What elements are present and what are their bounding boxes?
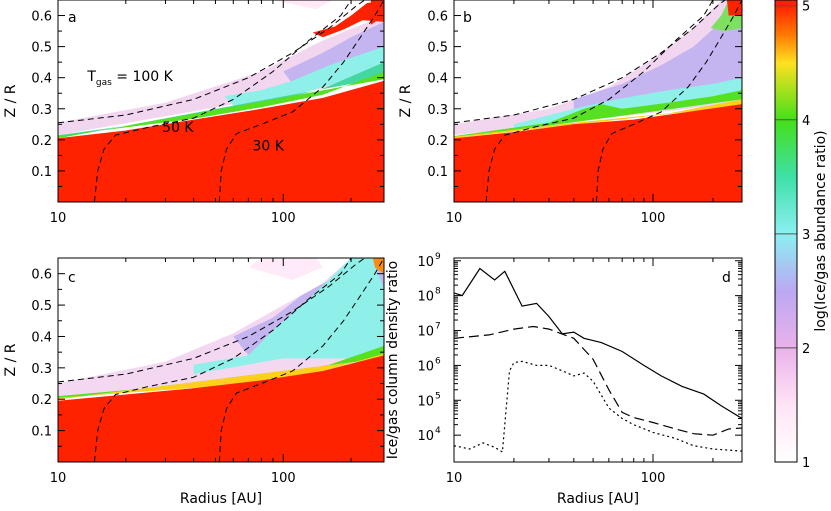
panel-a: 0.1 0.2 0.3 0.4 0.5 0.6 10 100 Tgas = 100 K 50 K… — [3, 0, 385, 226]
panel-a-contour-label: 50 K — [162, 120, 194, 136]
panel-c-ytick-label: 0.5 — [31, 299, 52, 314]
panel-a-ytick-label: 0.2 — [31, 134, 52, 149]
colorbar: 1 2 3 4 5 log(Ice/gas abundance ratio) — [774, 0, 829, 471]
panel-a-ticks: 0.1 0.2 0.3 0.4 0.5 0.6 10 100 — [31, 0, 384, 226]
panel-c-contours — [58, 258, 384, 462]
panel-b-contour-line — [454, 0, 726, 124]
panel-c-region — [193, 258, 384, 375]
panel-b-ytick-label: 0.1 — [427, 165, 448, 180]
panel-b-contour-line — [485, 0, 714, 202]
panel-a-contour-line — [218, 0, 384, 202]
panel-c-ytick-label: 0.4 — [31, 330, 52, 345]
panel-d-xtick-label: 100 — [641, 471, 666, 486]
panel-c-contour-line — [93, 258, 352, 462]
panel-d-ytick-exponent: 7 — [435, 322, 441, 332]
panel-a-ytick-label: 0.5 — [31, 41, 52, 56]
panel-b-contours — [454, 0, 742, 202]
panel-d-ylabel: Ice/gas column density ratio — [385, 261, 401, 459]
panel-b-region — [726, 0, 742, 16]
panel-c-ylabel: Z / R — [3, 343, 19, 376]
panel-d-xlabel: Radius [AU] — [557, 491, 639, 507]
panel-b-xtick-label: 100 — [641, 211, 666, 226]
panel-d-series-line — [454, 325, 742, 436]
panel-a-ytick-label: 0.6 — [31, 10, 52, 25]
panel-d-lines — [454, 267, 742, 454]
panel-a-region — [312, 0, 384, 38]
panel-b-region — [454, 99, 742, 139]
panel-c-ytick-label: 0.6 — [31, 268, 52, 283]
panel-d-letter: d — [722, 270, 731, 286]
panel-c-letter: c — [68, 270, 76, 286]
panel-b-xtick-label: 10 — [446, 211, 463, 226]
panel-b-region — [454, 104, 742, 202]
colorbar-tick-label: 1 — [802, 456, 810, 471]
panel-c-ytick-label: 0.1 — [31, 425, 52, 440]
panel-d-ytick-exponent: 4 — [435, 426, 441, 436]
panel-d-ytick-label: 10 — [417, 359, 434, 374]
panel-a-ylabel: Z / R — [3, 84, 19, 117]
colorbar-gradient — [775, 0, 797, 462]
panel-b-letter: b — [463, 10, 472, 26]
panel-a-region — [273, 0, 333, 10]
panel-a-contour-line — [93, 0, 352, 202]
panel-b: 0.1 0.2 0.3 0.4 0.5 0.6 10 100 b Z / R — [398, 0, 743, 226]
panel-a-annotations: Tgas = 100 K 50 K 30 K — [86, 69, 284, 155]
panel-c-contour-line — [218, 258, 384, 462]
panel-a-letter: a — [68, 10, 77, 26]
panel-a-ytick-label: 0.1 — [31, 165, 52, 180]
panel-c-contour-line — [58, 258, 366, 383]
panel-c-ytick-label: 0.2 — [31, 393, 52, 408]
colorbar-tick-label: 3 — [802, 228, 810, 243]
panel-d-ytick-exponent: 5 — [435, 391, 441, 401]
panel-c-region — [58, 258, 384, 400]
panel-b-regions — [454, 0, 742, 202]
panel-b-ytick-label: 0.2 — [427, 134, 448, 149]
panel-b-ytick-label: 0.6 — [427, 10, 448, 25]
panel-c-ytick-label: 0.3 — [31, 362, 52, 377]
panel-a-region — [58, 80, 384, 202]
panel-b-contour-line — [596, 0, 742, 202]
panel-c-region — [248, 258, 323, 280]
panel-d-ytick-label: 10 — [417, 290, 434, 305]
panel-d-ytick-label: 10 — [417, 255, 434, 270]
panel-d-series-line — [454, 267, 742, 420]
panel-a-ytick-label: 0.3 — [31, 103, 52, 118]
panel-c-region — [58, 345, 384, 400]
panel-c: 0.1 0.2 0.3 0.4 0.5 0.6 10 100 c Z / R Radius [… — [3, 257, 385, 507]
panel-a-contour-label: Tgas = 100 K — [86, 69, 173, 88]
panel-a-xtick-label: 10 — [50, 211, 67, 226]
panel-a-regions — [58, 0, 384, 202]
panel-c-regions — [58, 258, 384, 462]
panel-c-region — [58, 355, 384, 462]
panel-d-xtick-label: 10 — [446, 471, 463, 486]
panel-a-contour-line — [58, 0, 366, 124]
panel-d-ytick-exponent: 8 — [435, 287, 441, 297]
panel-c-xtick-label: 100 — [271, 471, 296, 486]
panel-c-xlabel: Radius [AU] — [180, 491, 262, 507]
panel-c-ticks: 0.1 0.2 0.3 0.4 0.5 0.6 10 100 — [31, 257, 384, 486]
panel-b-region — [454, 90, 742, 139]
panel-a-contour-label: 30 K — [252, 139, 284, 155]
panel-d-ytick-label: 10 — [417, 429, 434, 444]
colorbar-tick-label: 4 — [802, 114, 810, 129]
panel-a-ytick-label: 0.4 — [31, 72, 52, 87]
panel-d-ytick-label: 10 — [417, 325, 434, 340]
panel-d-ytick-exponent: 6 — [435, 356, 441, 366]
panel-a-xtick-label: 100 — [271, 211, 296, 226]
panel-b-ytick-label: 0.3 — [427, 103, 448, 118]
panel-d-ytick-exponent: 9 — [435, 252, 441, 262]
panel-b-ticks: 0.1 0.2 0.3 0.4 0.5 0.6 10 100 — [427, 0, 742, 226]
panel-c-xtick-label: 10 — [50, 471, 67, 486]
panel-d-ytick-label: 10 — [417, 394, 434, 409]
panel-b-ytick-label: 0.4 — [427, 72, 448, 87]
panel-b-ylabel: Z / R — [398, 84, 414, 117]
colorbar-tick-label: 5 — [802, 0, 810, 15]
colorbar-label: log(Ice/gas abundance ratio) — [813, 130, 829, 331]
panel-a-contours — [58, 0, 384, 202]
panel-b-ytick-label: 0.5 — [427, 41, 448, 56]
colorbar-tick-label: 2 — [802, 342, 810, 357]
